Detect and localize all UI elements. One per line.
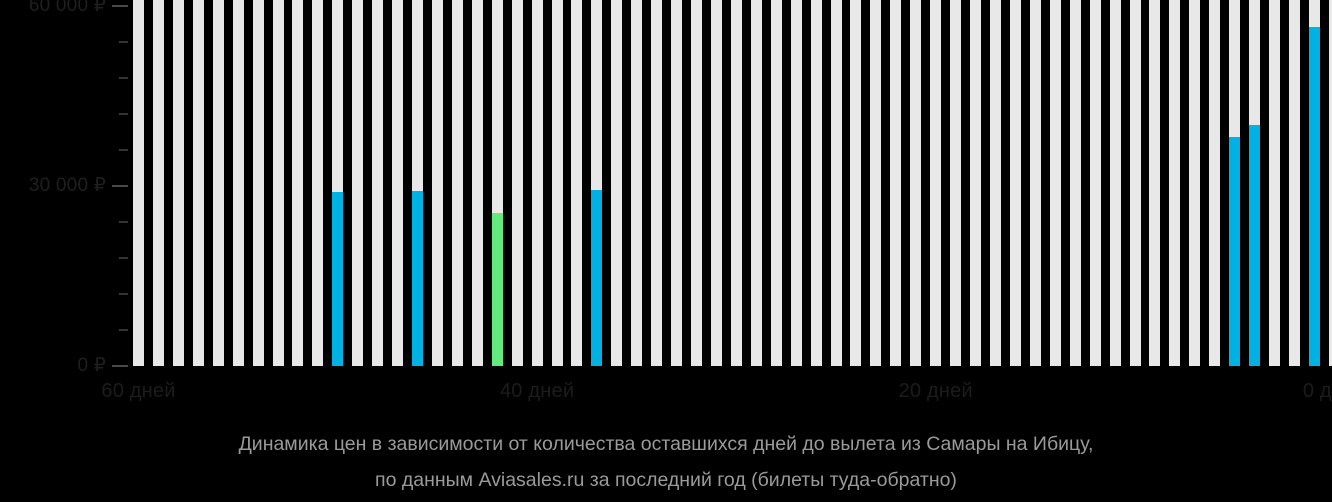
- bar-track: [1169, 0, 1181, 366]
- bar-track: [790, 0, 802, 366]
- bar-track: [810, 0, 822, 366]
- bar-track: [133, 0, 144, 366]
- x-axis: 60 дней 40 дней 20 дней 0 дней: [0, 380, 1332, 412]
- bar-track: [850, 0, 862, 366]
- bar-track: [910, 0, 922, 366]
- bar-track: [332, 0, 344, 366]
- bar-track: [1209, 0, 1221, 366]
- bar-track: [1288, 0, 1300, 366]
- bar-track: [491, 0, 503, 366]
- bar-track: [989, 0, 1001, 366]
- y-axis-tick-label: 60 000 ₽: [28, 0, 106, 16]
- bar-track: [970, 0, 982, 366]
- bar-track: [591, 0, 603, 366]
- price-bar[interactable]: [412, 191, 424, 366]
- bar-track: [1029, 0, 1041, 366]
- bar-track: [511, 0, 523, 366]
- bar-track: [611, 0, 623, 366]
- bar-track: [870, 0, 882, 366]
- bar-track: [232, 0, 244, 366]
- bar-track: [1069, 0, 1081, 366]
- caption-line-1: Динамика цен в зависимости от количества…: [238, 433, 1094, 455]
- tick-mark: [112, 5, 128, 7]
- bar-track: [1049, 0, 1061, 366]
- bar-track: [1109, 0, 1121, 366]
- bar-track: [691, 0, 703, 366]
- caption-line-2: по данным Aviasales.ru за последний год …: [375, 469, 957, 491]
- bar-track: [710, 0, 722, 366]
- bar-track: [950, 0, 962, 366]
- y-axis-tick-label: 30 000 ₽: [28, 175, 106, 196]
- bar-track: [1149, 0, 1161, 366]
- price-bar[interactable]: [1229, 136, 1241, 366]
- bar-track: [671, 0, 683, 366]
- tick-mark: [119, 257, 128, 259]
- tick-mark: [119, 77, 128, 79]
- bar-track: [392, 0, 404, 366]
- price-bar[interactable]: [1308, 27, 1320, 366]
- tick-mark: [119, 329, 128, 331]
- price-bar[interactable]: [332, 192, 344, 366]
- bar-track: [252, 0, 264, 366]
- bar-track: [631, 0, 643, 366]
- bar-track: [272, 0, 284, 366]
- tick-mark: [119, 41, 128, 43]
- bar-track: [730, 0, 742, 366]
- bar-track: [192, 0, 204, 366]
- bar-track: [372, 0, 384, 366]
- bar-track: [471, 0, 483, 366]
- chart-caption: Динамика цен в зависимости от количества…: [0, 426, 1332, 498]
- bar-track: [930, 0, 942, 366]
- bar-track: [412, 0, 424, 366]
- bar-track: [770, 0, 782, 366]
- bar-track: [451, 0, 463, 366]
- bar-track: [431, 0, 443, 366]
- y-axis-tick-label: 0 ₽: [77, 355, 106, 376]
- bar-track: [292, 0, 304, 366]
- bar-track: [1189, 0, 1201, 366]
- bar-track: [531, 0, 543, 366]
- bar-track: [212, 0, 224, 366]
- tick-mark: [119, 293, 128, 295]
- tick-mark: [119, 221, 128, 223]
- bar-track: [571, 0, 583, 366]
- tick-mark: [112, 185, 128, 187]
- y-axis: 0 ₽ 30 000 ₽ 60 000 ₽: [0, 0, 133, 376]
- x-axis-tick-label: 20 дней: [898, 380, 973, 402]
- price-bar[interactable]: [491, 213, 503, 366]
- bar-track: [1328, 0, 1332, 366]
- bar-track: [1009, 0, 1021, 366]
- bar-track: [750, 0, 762, 366]
- x-axis-tick-label: 40 дней: [499, 380, 575, 402]
- tick-mark: [119, 113, 128, 115]
- bar-track: [312, 0, 324, 366]
- bar-track: [1089, 0, 1101, 366]
- bar-track: [551, 0, 563, 366]
- bar-track: [352, 0, 364, 366]
- tick-mark: [112, 365, 128, 367]
- bar-track: [172, 0, 184, 366]
- bar-track: [830, 0, 842, 366]
- x-axis-tick-label: 60 дней: [101, 380, 176, 402]
- bar-track: [890, 0, 902, 366]
- bar-track: [1129, 0, 1141, 366]
- price-bar[interactable]: [1249, 124, 1261, 366]
- plot-area: [133, 0, 1332, 366]
- bar-track: [1269, 0, 1280, 366]
- x-axis-tick-label: 0 дней: [1302, 380, 1332, 402]
- tick-mark: [119, 149, 128, 151]
- bar-track: [651, 0, 663, 366]
- price-bar[interactable]: [591, 189, 603, 366]
- bar-track: [152, 0, 164, 366]
